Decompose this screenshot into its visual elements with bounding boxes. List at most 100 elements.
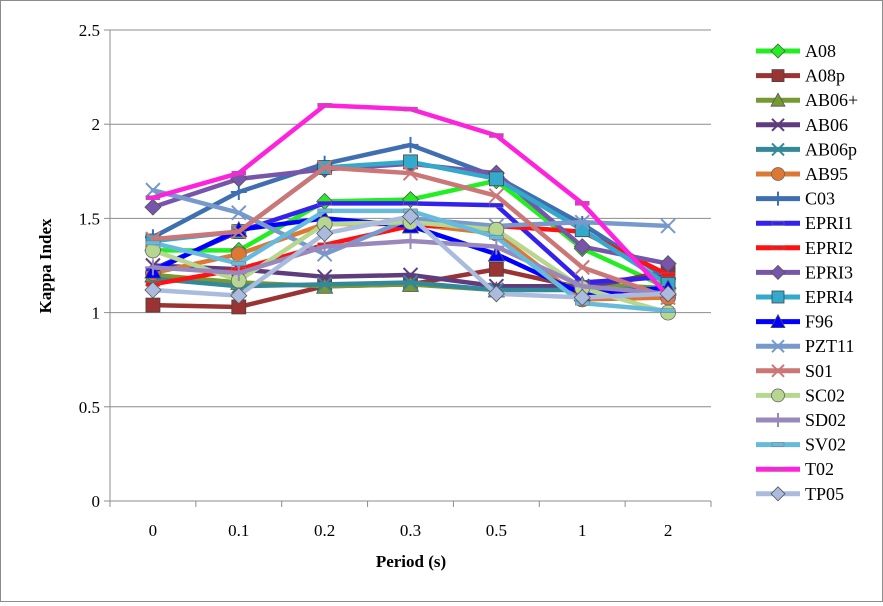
series-marker — [659, 285, 677, 303]
series-marker — [402, 267, 419, 283]
legend-label: EPRI4 — [805, 287, 853, 307]
x-tick-label: 0.2 — [314, 521, 335, 540]
series-marker — [771, 388, 785, 403]
series-marker — [771, 118, 785, 132]
legend-label: EPRI1 — [805, 213, 853, 233]
legend-entry: T02 — [756, 459, 834, 479]
legend-entry: SD02 — [756, 410, 846, 430]
legend-entry: AB95 — [756, 164, 848, 184]
series-marker — [145, 240, 161, 246]
series-marker — [231, 261, 247, 266]
y-tick-label: 2.5 — [79, 21, 100, 40]
y-tick-label: 2 — [92, 115, 101, 134]
legend-entry: F96 — [756, 312, 833, 332]
x-tick-label: 2 — [664, 521, 673, 540]
series-marker — [771, 167, 785, 181]
series-marker — [316, 224, 334, 243]
series-marker — [403, 154, 418, 170]
series-marker — [771, 142, 785, 157]
series-marker — [574, 222, 590, 238]
x-axis-title: Period (s) — [376, 552, 446, 571]
series-marker — [771, 339, 785, 353]
legend-label: C03 — [805, 189, 835, 209]
series-marker — [230, 265, 247, 282]
series-marker — [488, 261, 504, 277]
y-tick-label: 1.5 — [79, 209, 100, 228]
legend-label: EPRI3 — [805, 262, 853, 282]
legend-entry: AB06+ — [756, 90, 858, 110]
series-marker — [402, 233, 419, 250]
series-marker — [402, 165, 419, 181]
series-marker — [317, 208, 332, 214]
legend-entry: AB06 — [756, 115, 848, 135]
series-marker — [489, 133, 504, 138]
series-tp05 — [144, 207, 677, 307]
legend-entry: SC02 — [756, 385, 845, 405]
legend-label: TP05 — [805, 484, 844, 504]
series-marker — [144, 259, 161, 276]
legend-label: AB06 — [805, 115, 848, 135]
y-tick-label: 0.5 — [79, 398, 100, 417]
series-marker — [489, 234, 504, 240]
legend-entry: EPRI3 — [756, 262, 853, 282]
series-marker — [401, 207, 420, 226]
x-tick-label: 1 — [578, 521, 587, 540]
series-marker — [771, 364, 785, 378]
series-s01 — [145, 159, 676, 306]
series-marker — [660, 308, 676, 313]
series-marker — [771, 69, 785, 82]
x-tick-label: 0.1 — [228, 521, 249, 540]
legend-label: SV02 — [805, 435, 846, 455]
legend-entry: S01 — [756, 361, 833, 381]
legend-label: SD02 — [805, 410, 846, 430]
legend-label: AB95 — [805, 164, 848, 184]
series-marker — [771, 413, 785, 427]
series-marker — [770, 486, 786, 502]
x-tick-label: 0.3 — [400, 521, 421, 540]
series-marker — [317, 103, 332, 108]
legend-label: A08 — [805, 41, 836, 61]
series-marker — [659, 255, 677, 273]
series-marker — [403, 201, 418, 206]
series-marker — [771, 245, 785, 251]
legend-label: AB06+ — [805, 90, 858, 110]
series-marker — [771, 191, 785, 206]
y-axis-title: Kappa Index — [36, 218, 55, 313]
series-marker — [660, 272, 676, 278]
series-marker — [771, 290, 785, 304]
series-marker — [770, 313, 786, 329]
series-marker — [573, 288, 591, 307]
series-marker — [487, 285, 505, 303]
series-marker — [771, 442, 785, 447]
legend-entry: A08 — [756, 41, 836, 61]
series-marker — [231, 223, 247, 240]
series-marker — [488, 238, 505, 255]
series-marker — [488, 188, 505, 204]
series-marker — [403, 106, 418, 112]
legend-entry: EPRI4 — [756, 287, 853, 307]
x-tick-label: 0.5 — [486, 521, 507, 540]
legend-entry: A08p — [756, 66, 845, 86]
x-tick-label: 0 — [149, 521, 158, 540]
series-marker — [489, 202, 504, 208]
legend-label: EPRI2 — [805, 238, 853, 258]
series-marker — [144, 198, 162, 216]
series-marker — [660, 218, 676, 234]
series-marker — [144, 281, 162, 299]
legend-entry: SV02 — [756, 435, 846, 455]
legend-entry: AB06p — [756, 139, 857, 159]
series-marker — [402, 274, 419, 291]
series-marker — [231, 170, 247, 176]
series-marker — [230, 287, 248, 305]
legend-entry: TP05 — [756, 484, 844, 504]
legend-entry: EPRI1 — [756, 213, 853, 233]
series-marker — [573, 238, 591, 256]
series-marker — [317, 201, 332, 206]
y-tick-label: 0 — [92, 492, 101, 511]
series-marker — [316, 269, 333, 285]
series-marker — [145, 297, 161, 313]
series-marker — [771, 466, 785, 472]
series-marker — [488, 171, 504, 187]
series-marker — [574, 259, 590, 276]
